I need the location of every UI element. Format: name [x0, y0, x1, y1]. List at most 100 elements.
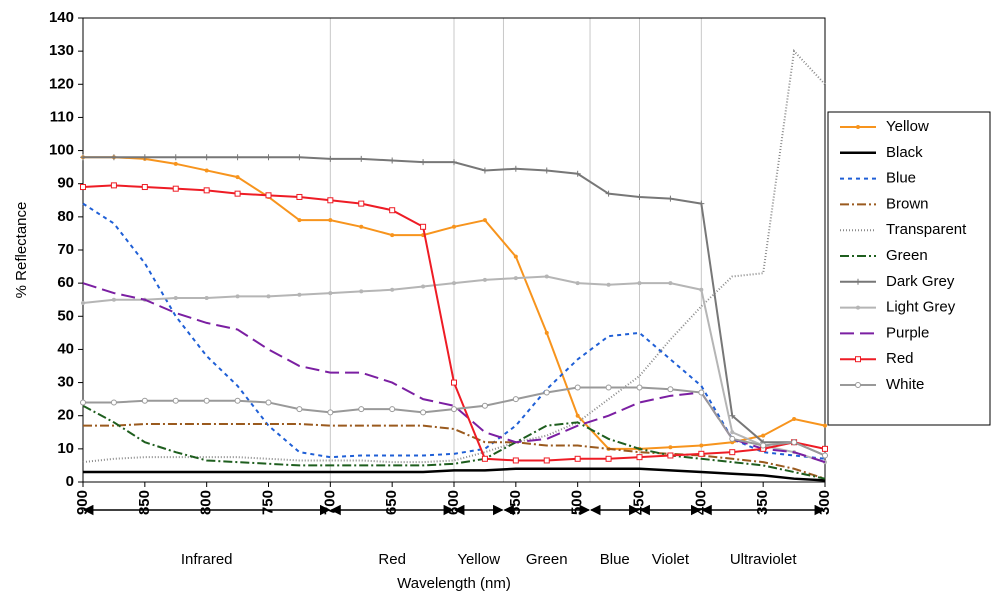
legend-label: Black [886, 144, 923, 161]
point [296, 193, 303, 200]
point [698, 200, 705, 207]
point [822, 452, 828, 459]
legend-box [827, 111, 991, 426]
point [203, 187, 210, 194]
point [328, 218, 333, 223]
point [698, 389, 705, 396]
series-line [82, 404, 826, 480]
y-tick-label: 60 [57, 274, 74, 291]
point [606, 282, 611, 287]
y-tick-label: 80 [57, 208, 74, 225]
point [823, 423, 827, 428]
y-tick-label: 70 [57, 241, 74, 258]
point [636, 454, 643, 461]
point [543, 167, 550, 174]
point [421, 284, 426, 289]
point [667, 452, 674, 459]
point [482, 218, 487, 223]
y-tick-label: 140 [49, 9, 74, 26]
y-tick-label: 20 [57, 407, 74, 424]
y-tick-label: 0 [66, 473, 74, 490]
point [513, 254, 518, 259]
legend-marker [855, 356, 861, 363]
point [544, 274, 549, 279]
point [358, 406, 365, 413]
point [575, 281, 580, 286]
point [297, 218, 302, 223]
point [574, 170, 581, 177]
region-label: Violet [652, 551, 690, 568]
point [575, 413, 580, 418]
point [265, 154, 272, 161]
point [327, 409, 334, 416]
point [389, 207, 396, 214]
point [605, 455, 612, 462]
y-tick-label: 110 [50, 108, 74, 125]
point [81, 301, 85, 306]
legend-label: Purple [886, 324, 929, 341]
point [481, 402, 488, 409]
point [699, 287, 704, 292]
point [173, 296, 178, 301]
x-tick-label: 650 [383, 490, 400, 515]
legend-label: Blue [886, 170, 916, 187]
point [420, 159, 427, 166]
point [729, 449, 736, 456]
point [80, 154, 86, 161]
legend-marker [855, 278, 861, 285]
legend-label: Yellow [886, 118, 929, 135]
point [204, 168, 209, 173]
point [420, 409, 427, 416]
point [172, 185, 179, 192]
series-line [83, 467, 826, 482]
y-axis-label: % Reflectance [13, 202, 30, 299]
point [172, 154, 179, 161]
legend-label: Dark Grey [886, 273, 955, 290]
y-tick-label: 10 [57, 440, 74, 457]
x-tick-label: 350 [754, 490, 771, 515]
y-tick-label: 100 [49, 142, 74, 159]
point [234, 397, 241, 404]
point [729, 435, 736, 442]
point [234, 154, 241, 161]
point [327, 155, 334, 162]
point [141, 184, 148, 191]
point [204, 296, 209, 301]
point [791, 439, 798, 446]
point [668, 445, 673, 450]
point [792, 417, 797, 422]
region-label: Yellow [457, 551, 500, 568]
point [327, 197, 334, 204]
legend-label: Light Grey [886, 299, 956, 316]
y-tick-label: 120 [49, 75, 74, 92]
point [235, 294, 240, 299]
point [297, 292, 302, 297]
point [110, 399, 117, 406]
point [110, 182, 117, 189]
region-label: Green [526, 551, 568, 568]
point [451, 406, 457, 413]
x-tick-label: 700 [321, 490, 338, 515]
x-tick-label: 900 [74, 490, 91, 515]
point [729, 412, 736, 419]
x-tick-label: 850 [136, 490, 153, 515]
point [636, 384, 643, 391]
point [482, 277, 487, 282]
point [172, 397, 179, 404]
x-tick-label: 600 [445, 490, 462, 515]
region-label: Infrared [181, 551, 233, 568]
region-label: Ultraviolet [730, 551, 798, 568]
point [390, 233, 395, 238]
x-tick-label: 550 [507, 490, 524, 515]
legend-label: Red [886, 350, 914, 367]
point [451, 379, 457, 386]
point [389, 406, 396, 413]
legend-marker [856, 305, 860, 310]
point [543, 389, 550, 396]
legend-marker [855, 382, 861, 388]
legend-label: Green [886, 247, 928, 264]
point [574, 384, 581, 391]
point [667, 195, 674, 202]
